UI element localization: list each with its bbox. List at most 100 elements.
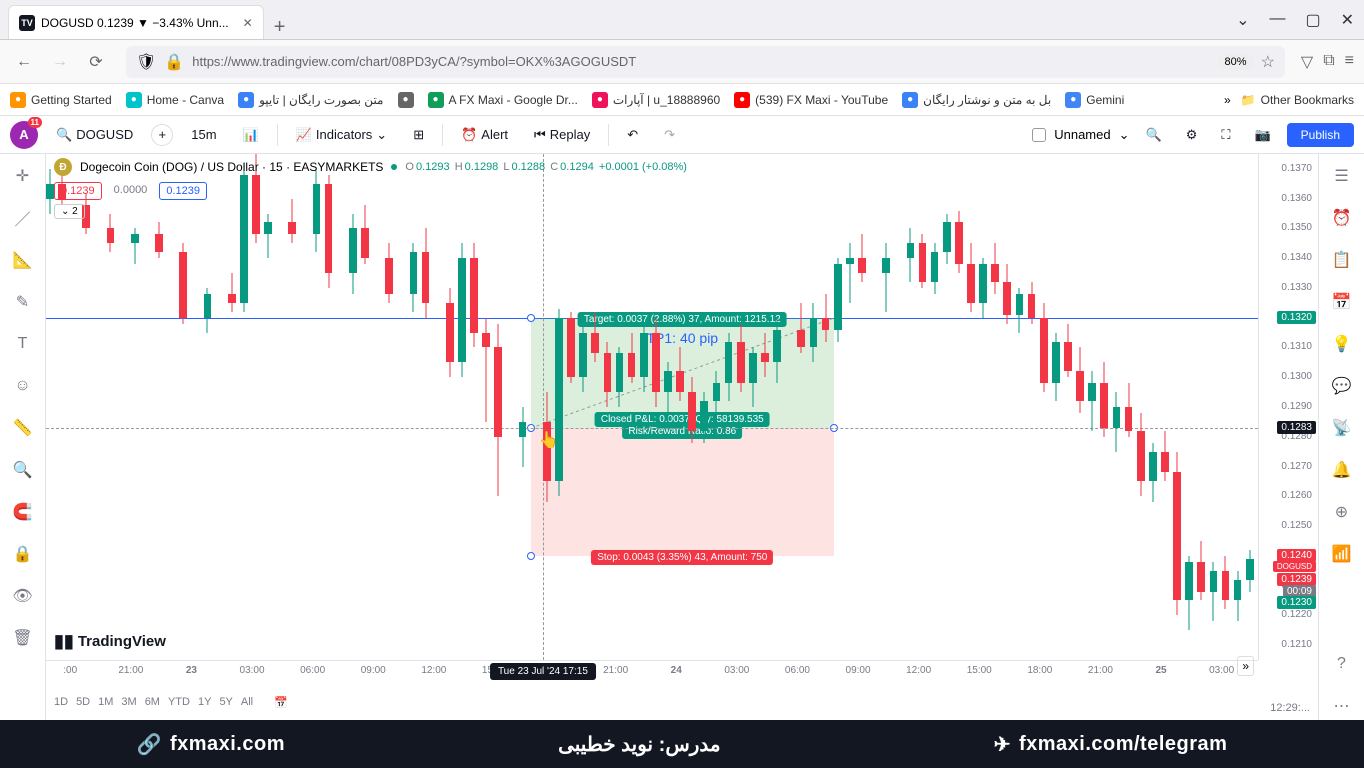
fib-tool-icon[interactable]: 📐 <box>9 246 37 274</box>
more-icon[interactable]: ⋯ <box>1328 692 1356 720</box>
pocket-icon[interactable]: ▽ <box>1301 52 1313 72</box>
bookmark-item[interactable]: ●بل به متن و نوشتار رایگان <box>902 92 1051 108</box>
expand-arrow-button[interactable]: » <box>1237 656 1254 676</box>
range-1M[interactable]: 1M <box>98 696 113 708</box>
user-avatar[interactable]: A 11 <box>10 121 38 149</box>
browser-tab[interactable]: TV DOGUSD 0.1239 ▼ −3.43% Unn... ✕ <box>8 5 264 39</box>
add-button[interactable]: + <box>151 124 173 146</box>
bookmark-item[interactable]: ●Home - Canva <box>126 92 224 108</box>
bookmark-item[interactable]: ●Getting Started <box>10 92 112 108</box>
orders-icon[interactable]: ⊕ <box>1328 498 1356 526</box>
search-icon-right[interactable]: 🔍 <box>1138 123 1170 147</box>
templates-icon[interactable]: ⊞ <box>405 123 432 147</box>
trash-tool-icon[interactable]: 🗑 <box>9 624 37 652</box>
notes-icon[interactable]: 🔔 <box>1328 456 1356 484</box>
layout-name[interactable]: Unnamed <box>1054 127 1110 142</box>
range-5D[interactable]: 5D <box>76 696 90 708</box>
reload-button[interactable]: ⟳ <box>82 48 110 76</box>
emoji-tool-icon[interactable]: ☺ <box>9 372 37 400</box>
extensions-icon[interactable]: ⧉ <box>1323 52 1334 72</box>
dropdown-icon[interactable]: ⌄ <box>1236 10 1249 30</box>
bookmark-favicon: ● <box>734 92 750 108</box>
bookmark-item[interactable]: ● <box>398 92 414 108</box>
layout-checkbox[interactable] <box>1032 128 1046 142</box>
bookmark-item[interactable]: ●متن بصورت رایگان | تایپو <box>238 92 383 108</box>
drag-handle[interactable] <box>527 314 535 322</box>
collapse-pill[interactable]: ⌄ 2 <box>54 204 85 219</box>
drag-handle[interactable] <box>527 552 535 560</box>
other-bookmarks[interactable]: 📁 Other Bookmarks <box>1241 93 1354 107</box>
alert-button[interactable]: ⏰ Alert <box>453 123 516 147</box>
watchlist-icon[interactable]: ☰ <box>1328 162 1356 190</box>
text-tool-icon[interactable]: T <box>9 330 37 358</box>
candle <box>737 154 745 660</box>
new-tab-button[interactable]: + <box>264 16 296 39</box>
hotlist-icon[interactable]: 📋 <box>1328 246 1356 274</box>
candle <box>1173 154 1181 660</box>
chat-icon[interactable]: 💬 <box>1328 372 1356 400</box>
candle-style-icon[interactable]: 📊 <box>235 123 267 147</box>
calendar-panel-icon[interactable]: 📅 <box>1328 288 1356 316</box>
calendar-icon[interactable]: 📅 <box>267 688 295 716</box>
tab-close-icon[interactable]: ✕ <box>243 16 253 30</box>
range-6M[interactable]: 6M <box>145 696 160 708</box>
replay-icon: ⏮ <box>534 127 546 143</box>
candle <box>519 154 527 660</box>
chevron-down-icon[interactable]: ⌄ <box>1119 127 1130 143</box>
indicators-button[interactable]: 📈 Indicators ⌄ <box>288 123 395 147</box>
interval-selector[interactable]: 15m <box>183 123 224 146</box>
candle <box>1137 154 1145 660</box>
lock-tool-icon[interactable]: 🔒 <box>9 540 37 568</box>
trendline-tool-icon[interactable]: ／ <box>9 204 37 232</box>
chart-container[interactable]: Ð Dogecoin Coin (DOG) / US Dollar · 15 ·… <box>46 154 1318 720</box>
bookmark-item[interactable]: ●آپارات | u_18888960 <box>592 92 720 108</box>
settings-icon[interactable]: ⚙ <box>1178 123 1206 147</box>
help-icon[interactable]: ? <box>1328 650 1356 678</box>
maximize-button[interactable]: ▢ <box>1305 10 1320 30</box>
range-YTD[interactable]: YTD <box>168 696 190 708</box>
eye-tool-icon[interactable]: 👁 <box>9 582 37 610</box>
price-axis[interactable]: 0.13700.13600.13500.13400.13300.13200.13… <box>1258 154 1318 660</box>
chart-canvas[interactable]: Target: 0.0037 (2.88%) 37, Amount: 1215.… <box>46 154 1258 660</box>
alerts-panel-icon[interactable]: ⏰ <box>1328 204 1356 232</box>
menu-icon[interactable]: ≡ <box>1345 52 1354 72</box>
symbol-search[interactable]: 🔍 DOGUSD <box>48 123 141 147</box>
range-All[interactable]: All <box>241 696 253 708</box>
time-tick: 21:00 <box>603 665 628 676</box>
bookmark-star-icon[interactable]: ☆ <box>1261 52 1275 72</box>
minimize-button[interactable]: — <box>1269 10 1285 30</box>
stream-icon[interactable]: 📡 <box>1328 414 1356 442</box>
dom-icon[interactable]: 📶 <box>1328 540 1356 568</box>
close-window-button[interactable]: ✕ <box>1341 10 1354 30</box>
ideas-icon[interactable]: 💡 <box>1328 330 1356 358</box>
zoom-level[interactable]: 80% <box>1219 54 1253 70</box>
range-3M[interactable]: 3M <box>121 696 136 708</box>
price-tick: 0.1330 <box>1281 282 1312 293</box>
undo-button[interactable]: ↶ <box>619 123 646 147</box>
zoom-tool-icon[interactable]: 🔍 <box>9 456 37 484</box>
bookmarks-overflow-icon[interactable]: » <box>1224 93 1231 107</box>
price-tick: 0.1220 <box>1281 609 1312 620</box>
tv-toolbar: A 11 🔍 DOGUSD + 15m 📊 📈 Indicators ⌄ ⊞ ⏰… <box>0 116 1364 154</box>
bookmark-item[interactable]: ●Gemini <box>1065 92 1124 108</box>
lock-icon: 🔒 <box>164 52 184 72</box>
redo-button[interactable]: ↷ <box>656 123 683 147</box>
magnet-tool-icon[interactable]: 🧲 <box>9 498 37 526</box>
brush-tool-icon[interactable]: ✎ <box>9 288 37 316</box>
candle <box>919 154 927 660</box>
ruler-tool-icon[interactable]: 📏 <box>9 414 37 442</box>
replay-button[interactable]: ⏮ Replay <box>526 123 598 147</box>
publish-button[interactable]: Publish <box>1287 123 1354 147</box>
cursor-tool-icon[interactable]: ✛ <box>9 162 37 190</box>
bookmark-item[interactable]: ●(539) FX Maxi - YouTube <box>734 92 888 108</box>
spread-badge: 0.0000 <box>108 182 154 200</box>
range-1D[interactable]: 1D <box>54 696 68 708</box>
back-button[interactable]: ← <box>10 48 38 76</box>
url-bar[interactable]: 🛡 🔒 https://www.tradingview.com/chart/08… <box>126 46 1285 78</box>
range-1Y[interactable]: 1Y <box>198 696 211 708</box>
fullscreen-icon[interactable]: ⛶ <box>1213 123 1238 147</box>
bookmark-item[interactable]: ●A FX Maxi - Google Dr... <box>428 92 578 108</box>
camera-icon[interactable]: 📷 <box>1246 123 1278 147</box>
range-5Y[interactable]: 5Y <box>219 696 232 708</box>
forward-button[interactable]: → <box>46 48 74 76</box>
